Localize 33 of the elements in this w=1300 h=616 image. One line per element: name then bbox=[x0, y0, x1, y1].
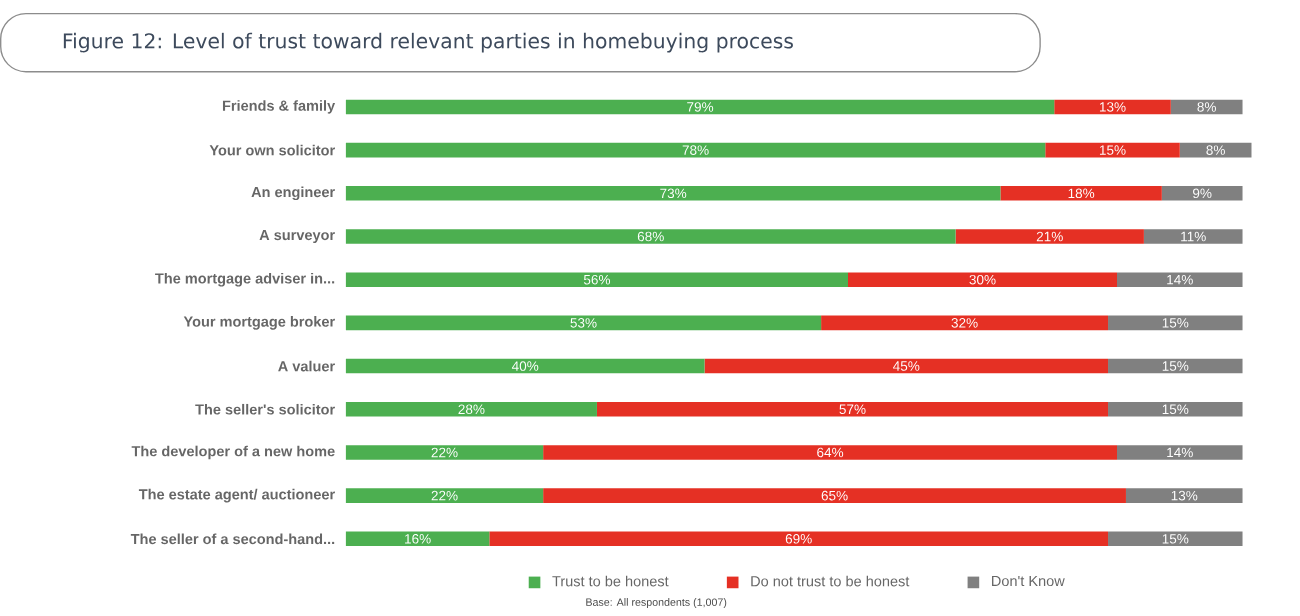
bar bbox=[821, 315, 1109, 330]
bar bbox=[704, 358, 1109, 374]
bar bbox=[596, 401, 1109, 417]
bar bbox=[1108, 401, 1243, 417]
bar bbox=[1054, 99, 1171, 114]
bar bbox=[345, 185, 1001, 201]
bar bbox=[345, 272, 849, 287]
bar bbox=[1117, 272, 1243, 287]
bar bbox=[345, 99, 1055, 114]
bar bbox=[1143, 228, 1243, 244]
bar bbox=[345, 228, 956, 244]
bar bbox=[955, 228, 1144, 244]
bar bbox=[345, 401, 597, 417]
bar bbox=[1170, 99, 1243, 114]
bar bbox=[489, 531, 1109, 546]
chart-title: Figure 12: Level of trust toward relevant parties in homebuying process bbox=[63, 32, 793, 53]
bar bbox=[345, 142, 1046, 158]
bar bbox=[1117, 444, 1243, 460]
bar bbox=[1108, 315, 1243, 330]
bar bbox=[848, 272, 1117, 287]
bar bbox=[1108, 531, 1243, 546]
bar bbox=[1125, 488, 1243, 503]
bar bbox=[345, 488, 544, 503]
bar bbox=[345, 444, 544, 460]
bar bbox=[345, 531, 490, 546]
bar bbox=[345, 315, 822, 330]
bar bbox=[543, 444, 1117, 460]
bar bbox=[1108, 358, 1243, 374]
bar bbox=[1161, 185, 1243, 201]
bar bbox=[345, 358, 705, 374]
bar bbox=[1000, 185, 1162, 201]
bar bbox=[1045, 142, 1180, 158]
bar bbox=[543, 488, 1126, 503]
